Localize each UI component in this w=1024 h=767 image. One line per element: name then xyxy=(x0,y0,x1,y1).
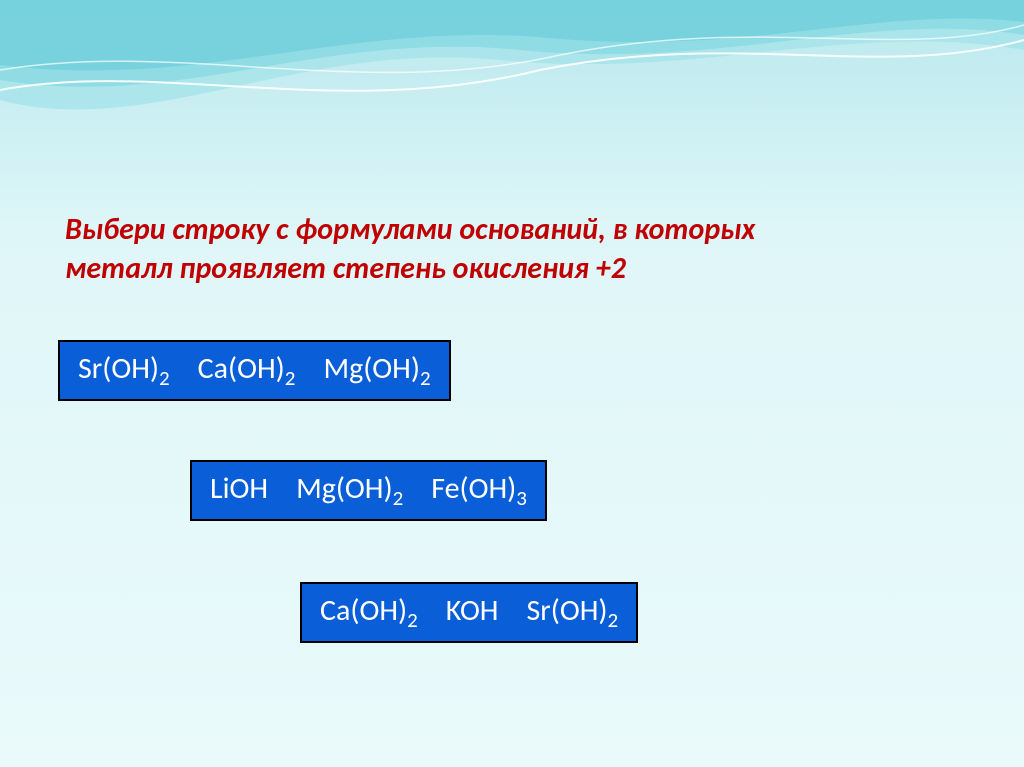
decorative-wave xyxy=(0,0,1024,180)
answer-option-3[interactable]: Ca(OH)2KOHSr(OH)2 xyxy=(300,582,638,643)
answer-option-2[interactable]: LiOHMg(OH)2Fe(OH)3 xyxy=(190,460,547,521)
question-text: Выбери строку с формулами оснований, в к… xyxy=(65,210,959,288)
question-line-2: металл проявляет степень окисления +2 xyxy=(65,250,626,287)
answer-option-1[interactable]: Sr(OH)2Ca(OH)2Mg(OH)2 xyxy=(58,340,451,401)
question-line-1: Выбери строку с формулами оснований, в к… xyxy=(65,211,755,248)
